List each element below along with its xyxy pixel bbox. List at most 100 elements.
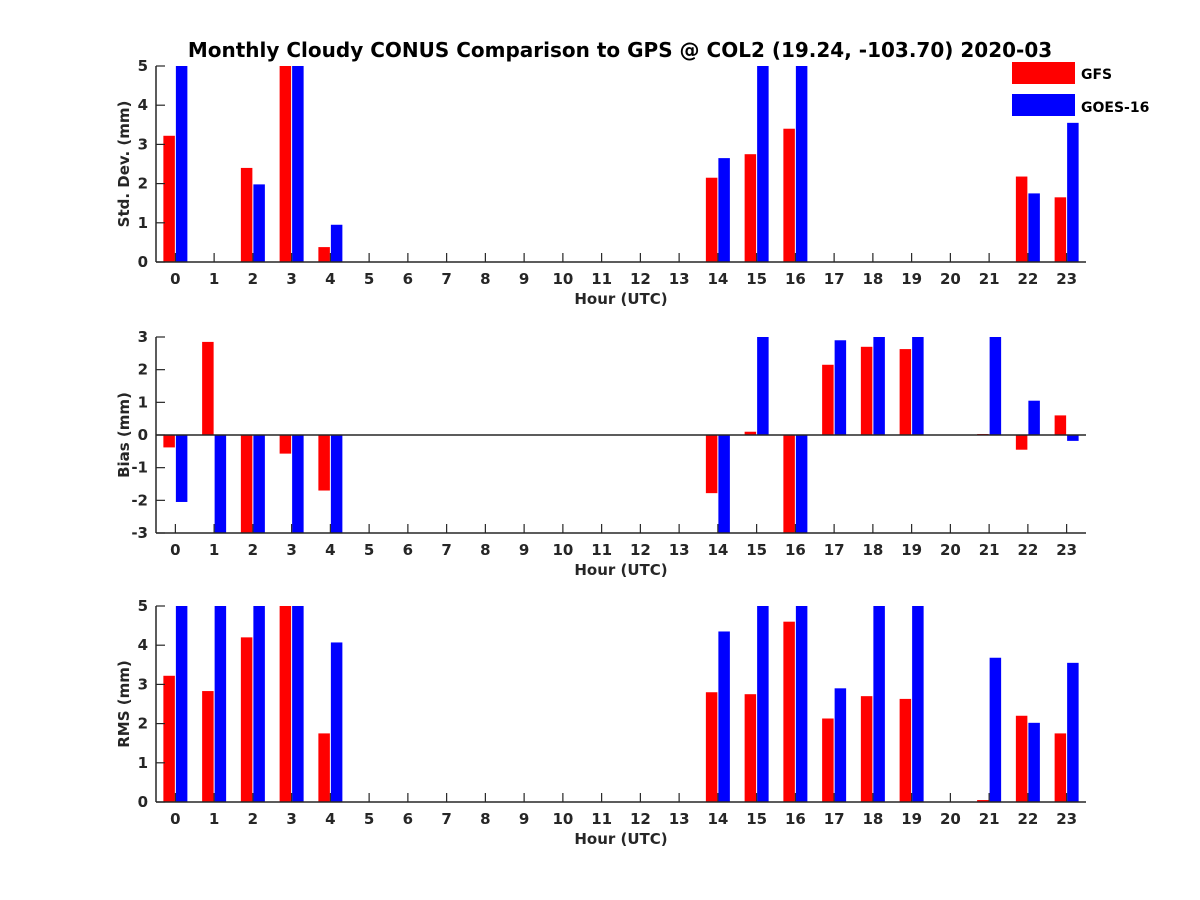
x-tick-label: 14 bbox=[707, 810, 728, 828]
x-tick-label: 5 bbox=[364, 541, 374, 559]
bar-gfs-p3-h21 bbox=[977, 800, 989, 802]
bar-gfs-p3-h22 bbox=[1015, 715, 1028, 802]
x-tick-label: 3 bbox=[286, 541, 296, 559]
x-tick-label: 11 bbox=[591, 541, 612, 559]
panel-2: 0 1 2 3 4 5 6 7 8 9 10 11 12 13 14 15 16 17 18 19 20 21 22 23-3… bbox=[115, 328, 1086, 579]
bar-goes16-p2-h19 bbox=[912, 337, 924, 435]
x-tick-label: 7 bbox=[441, 541, 451, 559]
x-tick-label: 17 bbox=[824, 810, 845, 828]
x-tick-label: 18 bbox=[862, 541, 883, 559]
bar-goes16-p3-h0 bbox=[175, 606, 188, 802]
bar-goes16-p3-h15 bbox=[757, 606, 769, 802]
bar-goes16-p2-h15 bbox=[757, 337, 769, 435]
legend: GFS GOES-16 bbox=[1012, 62, 1149, 116]
x-tick-label: 13 bbox=[669, 270, 690, 288]
y-tick-label: 2 bbox=[138, 175, 148, 193]
y-tick-label: 3 bbox=[138, 675, 148, 693]
x-tick-label: 9 bbox=[519, 810, 529, 828]
x-tick-label: 4 bbox=[325, 270, 335, 288]
y-tick-label: 5 bbox=[138, 597, 148, 615]
x-tick-label: 13 bbox=[669, 810, 690, 828]
x-tick-label: 15 bbox=[746, 541, 767, 559]
bar-gfs-p1-h16 bbox=[783, 128, 795, 262]
bar-gfs-p1-h2 bbox=[240, 167, 253, 262]
bar-gfs-p2-h18 bbox=[860, 346, 873, 435]
x-tick-label: 11 bbox=[591, 810, 612, 828]
x-tick-label: 5 bbox=[364, 270, 374, 288]
y-tick-label: 3 bbox=[138, 328, 148, 346]
bar-goes16-p1-h4 bbox=[330, 224, 343, 262]
x-tick-label: 14 bbox=[707, 541, 728, 559]
bar-goes16-p3-h17 bbox=[834, 688, 847, 802]
legend-label-gfs: GFS bbox=[1081, 67, 1112, 83]
x-tick-label: 18 bbox=[862, 810, 883, 828]
x-tick-label: 4 bbox=[325, 810, 335, 828]
x-tick-label: 15 bbox=[746, 270, 767, 288]
x-axis-label: Hour (UTC) bbox=[574, 290, 667, 308]
bar-gfs-p2-h14 bbox=[705, 435, 718, 494]
bar-gfs-p2-h16 bbox=[783, 435, 795, 533]
bar-goes16-p2-h16 bbox=[795, 435, 808, 533]
x-tick-label: 17 bbox=[824, 270, 845, 288]
bar-goes16-p1-h2 bbox=[253, 184, 265, 262]
x-tick-label: 1 bbox=[209, 541, 219, 559]
x-tick-label: 19 bbox=[901, 810, 922, 828]
x-axis-label: Hour (UTC) bbox=[574, 561, 667, 579]
legend-label-goes16: GOES-16 bbox=[1081, 100, 1149, 116]
x-tick-label: 1 bbox=[209, 270, 219, 288]
bar-gfs-p3-h14 bbox=[705, 692, 718, 802]
y-tick-label: 3 bbox=[138, 135, 148, 153]
bar-goes16-p1-h3 bbox=[292, 66, 304, 262]
bar-goes16-p3-h16 bbox=[795, 606, 808, 802]
bar-goes16-p2-h23 bbox=[1067, 435, 1079, 441]
y-tick-label: 1 bbox=[138, 393, 148, 411]
x-tick-label: 16 bbox=[785, 270, 806, 288]
x-tick-label: 18 bbox=[862, 270, 883, 288]
bar-goes16-p1-h14 bbox=[718, 158, 730, 262]
bar-gfs-p2-h22 bbox=[1015, 435, 1028, 450]
x-tick-label: 12 bbox=[630, 541, 651, 559]
bar-gfs-p3-h23 bbox=[1054, 733, 1067, 802]
x-tick-label: 19 bbox=[901, 541, 922, 559]
bar-gfs-p2-h4 bbox=[318, 435, 330, 491]
bar-gfs-p1-h14 bbox=[705, 177, 718, 262]
bar-gfs-p3-h3 bbox=[279, 606, 292, 802]
x-tick-label: 2 bbox=[248, 541, 258, 559]
bar-goes16-p3-h19 bbox=[912, 606, 924, 802]
bar-goes16-p3-h3 bbox=[292, 606, 304, 802]
x-tick-label: 23 bbox=[1056, 541, 1077, 559]
x-tick-label: 23 bbox=[1056, 810, 1077, 828]
bar-gfs-p2-h17 bbox=[822, 364, 834, 435]
y-tick-label: 5 bbox=[138, 57, 148, 75]
bar-goes16-p3-h14 bbox=[718, 631, 730, 802]
x-tick-label: 15 bbox=[746, 810, 767, 828]
x-tick-label: 8 bbox=[480, 270, 490, 288]
y-axis-label: RMS (mm) bbox=[115, 660, 133, 747]
y-axis-label: Std. Dev. (mm) bbox=[115, 101, 133, 228]
x-tick-label: 22 bbox=[1017, 541, 1038, 559]
bar-gfs-p3-h0 bbox=[163, 675, 175, 802]
x-tick-label: 3 bbox=[286, 810, 296, 828]
bar-goes16-p2-h4 bbox=[330, 435, 343, 533]
legend-swatch-goes16 bbox=[1012, 94, 1075, 116]
x-tick-label: 0 bbox=[170, 810, 180, 828]
x-axis-label: Hour (UTC) bbox=[574, 830, 667, 848]
bar-gfs-p2-h23 bbox=[1054, 415, 1067, 435]
bar-goes16-p3-h21 bbox=[989, 657, 1002, 802]
x-tick-label: 9 bbox=[519, 270, 529, 288]
bar-goes16-p1-h23 bbox=[1067, 122, 1079, 262]
x-tick-label: 9 bbox=[519, 541, 529, 559]
y-tick-label: -1 bbox=[131, 459, 148, 477]
bar-gfs-p1-h3 bbox=[279, 66, 292, 262]
x-tick-label: 2 bbox=[248, 270, 258, 288]
bar-goes16-p2-h14 bbox=[718, 435, 730, 533]
x-tick-label: 21 bbox=[979, 810, 1000, 828]
x-tick-label: 0 bbox=[170, 541, 180, 559]
x-tick-label: 21 bbox=[979, 541, 1000, 559]
bar-gfs-p3-h1 bbox=[202, 691, 214, 802]
y-tick-label: 2 bbox=[138, 361, 148, 379]
x-tick-label: 13 bbox=[669, 541, 690, 559]
chart-title: Monthly Cloudy CONUS Comparison to GPS @… bbox=[188, 38, 1052, 62]
panel-3: 0 1 2 3 4 5 6 7 8 9 10 11 12 13 14 15 16 17 18 19 20 21 22 2301… bbox=[115, 597, 1086, 848]
x-tick-label: 3 bbox=[286, 270, 296, 288]
